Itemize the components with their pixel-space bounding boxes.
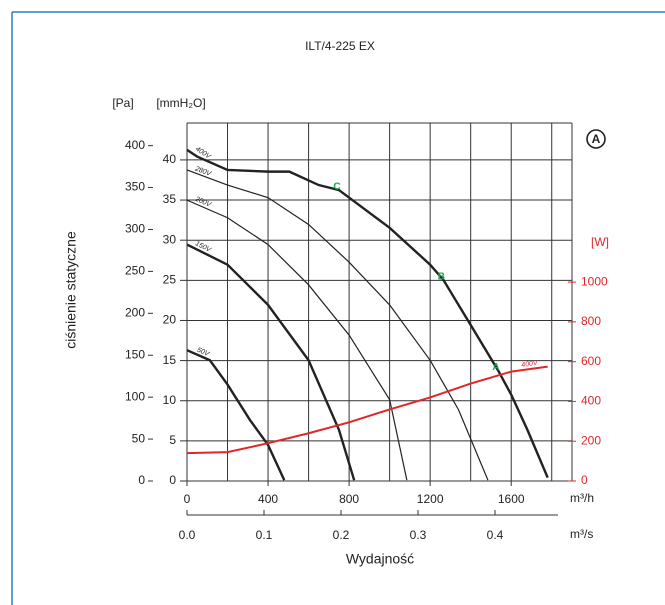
point-label: A: [492, 362, 499, 373]
curve: [186, 169, 489, 481]
x-tick-label: 800: [339, 492, 359, 506]
x2-unit: m³/s: [570, 527, 593, 541]
curve: [186, 199, 408, 481]
y-tick-label: 400: [125, 138, 145, 152]
x2-tick-label: 0.1: [256, 528, 273, 542]
y-mmh2o-tick-label: 30: [163, 232, 177, 246]
x2-tick-label: 0.0: [179, 528, 196, 542]
y2-unit: [W]: [591, 235, 609, 249]
x2-tick-label: 0.4: [487, 528, 504, 542]
point-label: C: [333, 182, 340, 193]
x-tick-label: 1600: [498, 492, 525, 506]
x-tick-label: 400: [258, 492, 278, 506]
y-tick-label: 50: [132, 431, 146, 445]
y2-tick-label: 600: [581, 354, 601, 368]
badge-circle: [586, 129, 606, 149]
curve: [186, 365, 548, 455]
curve: [186, 148, 549, 479]
y2-tick-label: 800: [581, 314, 601, 328]
y-mmh2o-tick-label: 5: [169, 433, 176, 447]
y-tick-label: 150: [125, 347, 145, 361]
curve: [186, 243, 356, 481]
y-tick-label: 250: [125, 264, 145, 278]
y2-tick-label: 400: [581, 394, 601, 408]
chart-title: ILT/4-225 EX: [305, 39, 375, 53]
x-axis-title: Wydajność: [346, 551, 414, 567]
y-mmh2o-tick-label: 20: [163, 313, 177, 327]
y2-tick-label: 1000: [581, 274, 608, 288]
x-unit: m³/h: [570, 491, 594, 505]
y-axis-title: ciśnienie statyczne: [63, 231, 79, 349]
y-mmh2o-tick-label: 10: [163, 393, 177, 407]
x-tick-label: 0: [184, 492, 191, 506]
x2-tick-label: 0.3: [410, 528, 427, 542]
y-tick-label: 200: [125, 305, 145, 319]
x-tick-label: 1200: [417, 492, 444, 506]
curve-label: 50V: [196, 347, 211, 359]
y-mmh2o-tick-label: 0: [169, 473, 176, 487]
y-mmh2o-unit: [mmH₂O]: [156, 96, 205, 110]
y-mmh2o-tick-label: 25: [163, 272, 177, 286]
y-tick-label: 0: [138, 473, 145, 487]
y-mmh2o-tick-label: 40: [163, 152, 177, 166]
y-mmh2o-tick-label: 15: [163, 353, 177, 367]
badge: A: [592, 132, 601, 146]
y-tick-label: 100: [125, 389, 145, 403]
curve: [186, 349, 286, 481]
curve-label: 400V: [521, 360, 539, 369]
y2-tick-label: 200: [581, 433, 601, 447]
y-tick-label: 300: [125, 222, 145, 236]
x2-tick-label: 0.2: [333, 528, 350, 542]
y2-tick-label: 0: [581, 473, 588, 487]
y-unit: [Pa]: [112, 96, 133, 110]
point-label: B: [438, 271, 445, 282]
y-tick-label: 350: [125, 180, 145, 194]
y-mmh2o-tick-label: 35: [163, 192, 177, 206]
